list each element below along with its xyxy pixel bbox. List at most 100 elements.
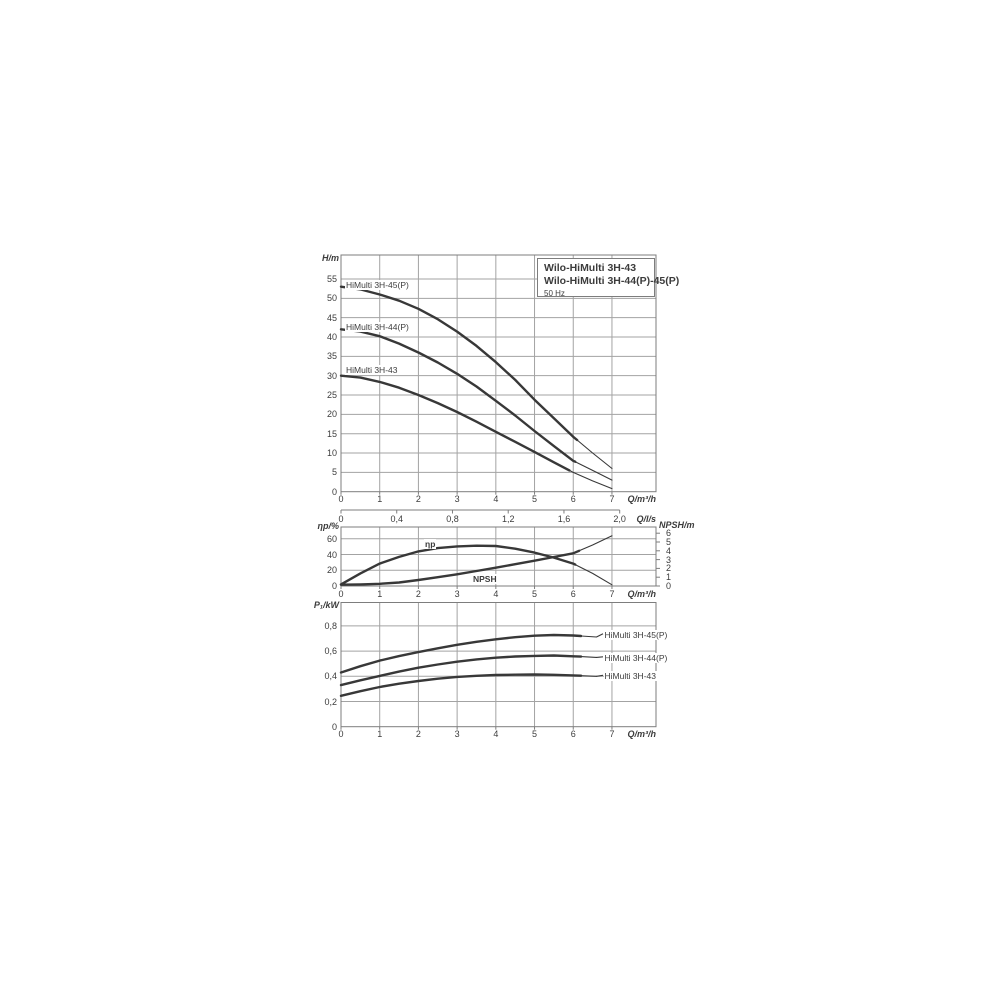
curve-head-flow-curves-0-extension [576,439,613,470]
plot-border [340,254,657,493]
y-tick-label: 55 [326,274,337,284]
y-tick-label: 0,4 [324,671,337,682]
y-tick-label: 10 [326,448,337,459]
y-tick-label: 15 [326,428,337,439]
curve-head-flow-curves-1-main [339,328,577,463]
x-tick-label: 5 [532,588,538,599]
x-tick-label: 5 [532,493,538,504]
x-tick-label: 0 [338,493,344,504]
npsh-tick-label: 3 [666,554,672,565]
x-tick-label: 1 [377,493,383,504]
x-tick-label: 3 [454,728,460,739]
y-tick-label: 20 [326,409,337,420]
x-tick-label: 2 [415,588,421,599]
y-tick-label: 45 [326,312,337,323]
x-tick-label: 6 [570,493,576,504]
x-tick-label: 4 [493,493,499,504]
secondary-tick-label: 0 [338,513,344,524]
y-tick-label: 50 [326,293,337,304]
x-tick-label: 1 [377,728,383,739]
power-label-leader [596,633,604,638]
secondary-tick-label: 2,0 [613,513,626,524]
efficiency-flow-axis-label: Q/m³/h [627,588,657,599]
efficiency-axis-label: ηp/% [317,521,340,531]
x-tick-label: 3 [454,588,460,599]
npsh-tick-label: 0 [666,581,672,591]
x-tick-label: 5 [532,728,538,739]
y-tick-label: 0 [331,721,337,732]
efficiency-tick-label: 40 [326,549,337,560]
x-tick-label: 2 [415,728,421,739]
npsh-tick-label: 1 [666,572,672,583]
power-axis-label: P₁/kW [313,600,339,610]
x-tick-label: 1 [377,588,383,599]
npsh-tick-label: 4 [666,545,672,556]
plot-border [340,526,657,587]
head-axis-label: H/m [321,253,339,263]
curve-power-curves-2-main [339,673,583,697]
power-curve-label-44p: HiMulti 3H-44(P) [603,652,669,663]
efficiency-tick-label: 0 [331,581,337,591]
power-label-leader [596,656,604,658]
npsh-tick-label: 2 [666,563,672,574]
title-box: Wilo-HiMulti 3H-43 Wilo-HiMulti 3H-44(P)… [537,258,680,298]
power-flow-axis-label: Q/m³/h [627,728,657,739]
x-tick-label: 7 [609,728,615,739]
head-curve-label-45p: HiMulti 3H-45(P) [345,280,410,290]
secondary-tick-label: 0,4 [390,513,403,524]
npsh-tick-label: 5 [666,537,672,547]
y-tick-label: 25 [326,390,337,401]
x-tick-label: 4 [493,588,499,599]
y-tick-label: 0,8 [324,620,337,631]
power-curve-label-43: HiMulti 3H-43 [603,671,657,681]
curve-head-flow-curves-0-main [339,285,579,442]
frequency-label: 50 Hz [544,289,565,298]
y-tick-label: 40 [326,332,337,342]
head-curve-label-44p: HiMulti 3H-44(P) [345,322,410,332]
curve-power-curves-2-extension [580,675,598,677]
secondary-tick-label: 1,2 [501,513,515,524]
x-tick-label: 3 [454,493,460,504]
curve-efficiency-npsh-curves-0-extension [574,564,613,586]
x-tick-label: 0 [338,728,344,739]
secondary-flow-axis-label: Q/l/s [636,513,656,524]
x-tick-label: 2 [415,493,421,504]
curve-head-flow-curves-2-main [339,374,571,472]
curve-power-curves-1-extension [580,656,598,658]
power-curve-label-45p: HiMulti 3H-45(P) [603,629,669,640]
efficiency-tick-label: 20 [326,565,337,576]
y-tick-label: 5 [331,467,337,478]
curve-efficiency-npsh-curves-1-main [339,549,581,586]
head-flow-axis-label: Q/m³/h [627,493,657,504]
x-tick-label: 7 [609,493,615,504]
x-tick-label: 0 [338,588,344,599]
curve-power-curves-1-main [339,654,583,687]
y-tick-label: 0,2 [324,696,337,707]
efficiency-tick-label: 60 [326,533,337,544]
y-tick-label: 0,6 [324,646,337,657]
curve-power-curves-0-extension [580,635,598,638]
curve-efficiency-npsh-curves-1-extension [578,535,613,552]
x-tick-label: 7 [609,588,615,599]
x-tick-label: 4 [493,728,499,739]
power-label-leader [596,674,604,677]
curve-power-curves-0-main [339,633,583,674]
title-line-1: Wilo-HiMulti 3H-43 [544,262,637,274]
curve-head-flow-curves-2-extension [568,469,613,490]
secondary-tick-label: 1,6 [557,513,571,524]
npsh-tick-label: 6 [666,528,672,539]
npsh-curve-label: NPSH [472,574,498,584]
head-curve-label-43: HiMulti 3H-43 [345,365,399,375]
efficiency-curve-label: ηp [424,539,437,549]
x-tick-label: 6 [570,588,576,599]
title-line-2: Wilo-HiMulti 3H-44(P)-45(P) [544,275,680,287]
plot-border [340,602,657,728]
x-tick-label: 6 [570,728,576,739]
curve-head-flow-curves-1-extension [574,461,613,481]
secondary-tick-label: 0,8 [446,513,459,524]
y-tick-label: 0 [331,486,337,497]
npsh-axis-label: NPSH/m [659,520,695,530]
y-tick-label: 35 [326,351,337,362]
